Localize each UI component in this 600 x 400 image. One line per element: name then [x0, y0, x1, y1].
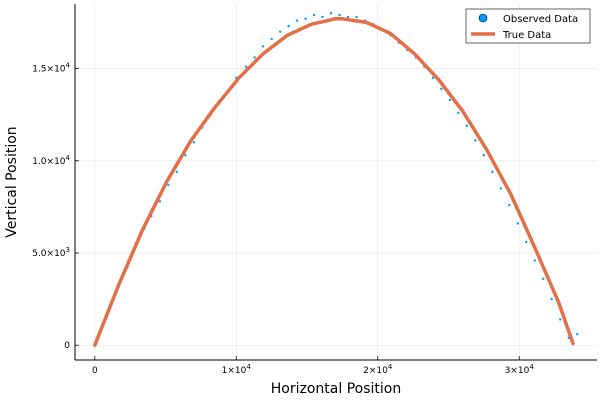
observed-point: [516, 222, 519, 225]
observed-point: [355, 15, 358, 19]
observed-point: [575, 332, 579, 336]
legend: Observed Data True Data: [465, 8, 591, 44]
observed-point: [278, 30, 282, 33]
observed-point: [465, 124, 469, 127]
axes: [74, 4, 597, 361]
x-tick-label: 2×104: [363, 363, 393, 376]
x-tick-label: 3×104: [505, 363, 535, 376]
observed-point: [440, 87, 443, 91]
observed-point: [338, 13, 341, 17]
observed-point: [559, 318, 562, 321]
y-tick-label: 0: [64, 341, 70, 351]
observed-point: [261, 45, 265, 48]
observed-point: [244, 65, 248, 68]
observed-point: [474, 139, 477, 142]
grid: [75, 4, 597, 360]
observed-point: [346, 15, 350, 19]
observed-point: [304, 17, 307, 20]
observed-point: [184, 154, 187, 157]
observed-point: [270, 37, 273, 41]
observed-point: [287, 24, 290, 28]
y-tick-label: 1.0×104: [32, 154, 70, 167]
true-data-line: [93, 17, 575, 347]
observed-point: [499, 187, 503, 190]
x-tick-label: 0: [92, 366, 98, 376]
y-tick-label: 5.0×103: [32, 246, 70, 259]
x-tick-label: 1×104: [222, 363, 252, 376]
observed-point: [295, 19, 299, 22]
observed-point: [508, 203, 511, 207]
observed-point: [482, 154, 486, 157]
plot-area: [93, 12, 579, 347]
observed-point: [158, 200, 162, 203]
observed-point: [448, 98, 452, 102]
observed-point: [321, 15, 324, 19]
observed-point: [525, 240, 528, 244]
observed-point: [175, 170, 179, 174]
observed-point: [312, 13, 316, 17]
observed-point: [329, 12, 333, 15]
observed-point: [491, 170, 494, 174]
observed-point: [550, 297, 553, 301]
legend-marker-observed-icon: [478, 13, 488, 23]
observed-point: [542, 277, 545, 281]
y-axis-title: Vertical Position: [4, 126, 20, 237]
tick-labels: 0 1×104 2×104 3×104 0 5.0×103 1.0×104 1.5×104: [32, 62, 534, 376]
observed-point: [167, 183, 170, 186]
observed-point: [431, 76, 435, 79]
observed-point: [253, 56, 256, 59]
legend-label-true: True Data: [502, 30, 551, 41]
x-axis-title: Horizontal Position: [271, 381, 401, 397]
legend-label-observed: Observed Data: [503, 14, 578, 25]
observed-point: [533, 259, 536, 262]
legend-box: [465, 8, 591, 44]
observed-point: [192, 141, 196, 144]
y-tick-label: 1.5×104: [32, 62, 70, 75]
observed-point: [457, 111, 460, 115]
